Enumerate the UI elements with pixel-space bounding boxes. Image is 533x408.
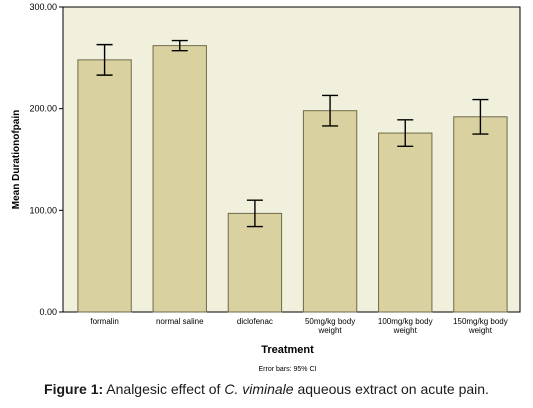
bar	[378, 132, 433, 313]
y-tick-label: 200.00	[29, 104, 57, 114]
x-tick-label: 50mg/kg body weight	[305, 317, 355, 335]
y-tick-label: 100.00	[29, 205, 57, 215]
bar	[77, 59, 132, 313]
bars	[77, 45, 508, 313]
bar	[302, 110, 358, 313]
y-tick-label: 0.00	[39, 307, 57, 317]
x-axis-label: Treatment	[261, 344, 314, 356]
x-tick-label: 100mg/kg body weight	[378, 317, 433, 335]
error-bars	[96, 39, 489, 228]
bar	[152, 45, 207, 313]
plot-area	[62, 6, 521, 313]
x-tick-label: 150mg/kg body weight	[453, 317, 508, 335]
caption-species: C. viminale	[224, 381, 294, 397]
x-tick-label: diclofenac	[237, 317, 273, 326]
bar	[453, 116, 508, 313]
y-tick-label: 300.00	[29, 2, 57, 12]
bar	[227, 212, 283, 313]
y-axis-label: Mean Durationofpain	[11, 110, 22, 209]
caption-text-after: aqueous extract on acute pain.	[293, 381, 489, 397]
bar-chart: 0.00 100.00 200.00 300.00 formalin normal sa…	[11, 2, 521, 373]
y-axis-ticks: 0.00 100.00 200.00 300.00	[29, 2, 63, 317]
x-tick-label: formalin	[90, 317, 118, 326]
caption-label: Figure 1:	[44, 381, 104, 397]
figure-caption: Figure 1: Analgesic effect of C. viminal…	[0, 381, 533, 397]
error-bars-note: Error bars: 95% CI	[259, 366, 317, 373]
x-axis-tick-labels: formalin normal saline diclofenac 50mg/kg b…	[90, 317, 507, 335]
caption-text-before: Analgesic effect of	[103, 381, 225, 397]
x-tick-label: normal saline	[156, 317, 204, 326]
